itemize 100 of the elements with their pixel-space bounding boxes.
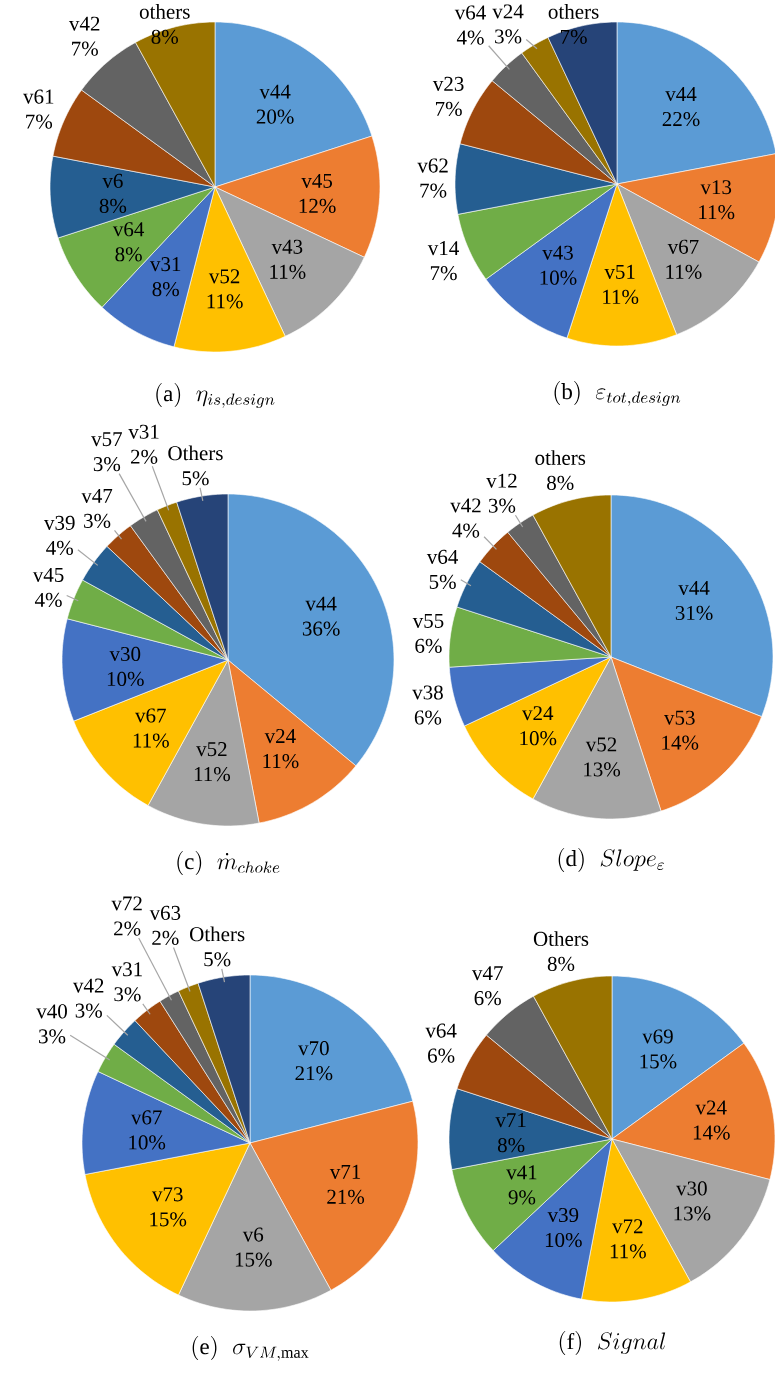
slice-label: v62 (417, 158, 448, 173)
data-label: 5% (429, 574, 456, 589)
slice-label: v31 (111, 962, 142, 977)
slice-label: v14 (427, 241, 459, 256)
data-label: 6% (415, 638, 442, 653)
data-label: 6% (474, 990, 501, 1006)
slice-label: v64 (425, 1023, 457, 1038)
slice-label: Others (190, 926, 245, 942)
slice-label: v52 (196, 742, 227, 757)
slice-label: v72 (111, 896, 142, 911)
slice-label: v24 (522, 706, 554, 721)
data-label: 11% (699, 205, 735, 220)
slice-label: v55 (412, 613, 444, 628)
data-label: 10% (540, 270, 577, 285)
slice-label: v44 (665, 87, 697, 102)
data-label: 7% (430, 265, 457, 281)
slice-label: v61 (23, 89, 54, 104)
slice-label: v52 (208, 269, 240, 284)
data-label: 14% (693, 1125, 730, 1140)
slice-label: v67 (667, 239, 699, 254)
slice-label: v63 (149, 905, 181, 920)
slice-label: v73 (151, 1187, 183, 1202)
slice-label: v23 (432, 76, 464, 91)
slice-label: v13 (700, 180, 732, 195)
data-label: 15% (150, 1212, 187, 1227)
data-label: 4% (456, 30, 484, 45)
slice-label: others (535, 450, 586, 465)
data-label: 7% (560, 29, 587, 44)
data-label: 10% (107, 671, 144, 687)
data-label: 15% (235, 1252, 272, 1267)
data-label: 8% (497, 1138, 525, 1153)
data-label: 36% (302, 621, 340, 636)
data-label: 6% (414, 710, 442, 725)
slice-label: v39 (547, 1207, 579, 1223)
slice-label: v72 (612, 1219, 643, 1234)
data-label: 13% (674, 1206, 711, 1221)
slice-label: others (139, 4, 190, 19)
slice-label: v41 (506, 1165, 537, 1180)
slice-label: v45 (301, 173, 333, 188)
data-label: 3% (488, 498, 516, 513)
data-label: 8% (151, 29, 179, 44)
data-label: 7% (420, 183, 447, 198)
data-label: 12% (299, 198, 336, 213)
data-label: 3% (75, 1003, 102, 1018)
data-label: 3% (39, 1029, 66, 1044)
data-label: 2% (152, 930, 179, 946)
data-label: 11% (610, 1244, 646, 1259)
data-label: 6% (428, 1048, 455, 1063)
data-label: 2% (114, 921, 141, 936)
slice-label: v44 (259, 84, 291, 99)
data-label: 8% (115, 247, 142, 262)
slice-label: v31 (149, 257, 181, 272)
slice-label: v12 (486, 473, 517, 488)
slice-label: v71 (495, 1113, 526, 1128)
data-label: 10% (520, 731, 557, 746)
slice-label: v30 (109, 646, 141, 662)
data-label: 11% (194, 767, 231, 782)
data-label: 11% (666, 264, 702, 279)
text: $(\mathrm{c})\;\;\dot{m}_{choke}$ (177, 851, 280, 876)
slice-label: v30 (676, 1181, 707, 1196)
data-label: 8% (152, 282, 179, 297)
text: $(\mathrm{e})\;\;\sigma_{VM,\max}$ (192, 1336, 309, 1361)
slice-label: v42 (68, 16, 100, 31)
slice-label: v45 (32, 567, 64, 582)
data-label: 7% (26, 114, 53, 129)
slice-label: v42 (72, 978, 104, 993)
data-label: 4% (452, 523, 480, 538)
slice-label: v44 (305, 596, 337, 611)
slice-label: v51 (604, 264, 635, 279)
data-label: 20% (256, 109, 294, 124)
slice-label: v24 (264, 729, 296, 744)
data-label: 10% (129, 1135, 166, 1150)
slice-label: v24 (492, 4, 524, 19)
slice-label: v39 (43, 515, 75, 530)
data-label: 13% (584, 762, 621, 777)
data-label: 2% (130, 449, 158, 464)
data-label: 22% (662, 111, 700, 127)
slice-label: v64 (426, 549, 459, 564)
data-label: 15% (640, 1054, 677, 1069)
data-label: 8% (547, 475, 574, 491)
data-label: 31% (675, 605, 713, 621)
data-label: 5% (182, 471, 209, 486)
slice-label: v47 (81, 488, 113, 503)
data-label: 3% (93, 456, 121, 472)
data-label: 9% (508, 1190, 536, 1205)
slice-label: v6 (102, 173, 123, 188)
slice-label: v42 (450, 498, 481, 513)
slice-label: v64 (112, 222, 145, 237)
slice-label: v43 (271, 239, 303, 254)
slice-label: v24 (695, 1100, 727, 1115)
slice-label: v44 (678, 581, 710, 596)
slice-label: v57 (91, 432, 122, 447)
slice-label: v67 (130, 1110, 162, 1125)
data-label: 8% (99, 198, 127, 214)
slice-label: v67 (135, 708, 166, 723)
slice-label: Others (533, 931, 589, 946)
slice-label: v71 (329, 1164, 361, 1179)
slice-label: others (548, 4, 599, 19)
slice-label: v69 (642, 1029, 673, 1044)
data-label: 3% (114, 987, 141, 1002)
